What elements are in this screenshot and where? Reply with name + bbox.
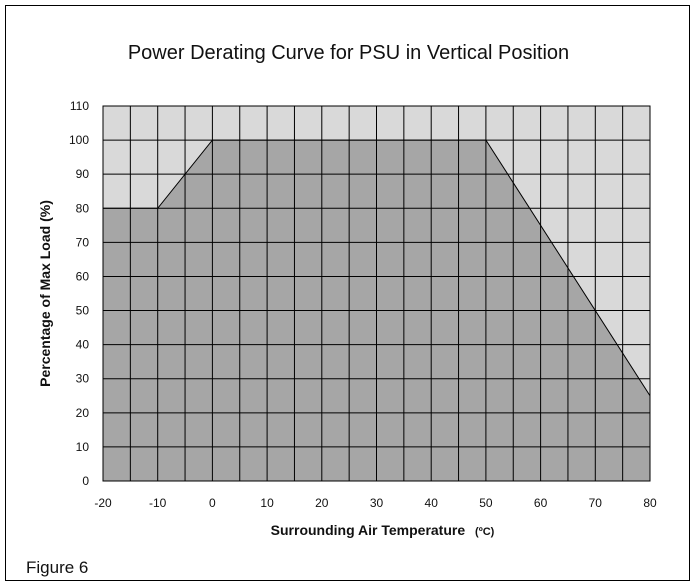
chart-title: Power Derating Curve for PSU in Vertical…	[127, 42, 570, 64]
y-tick-label: 90	[76, 167, 90, 181]
x-tick-labels: -20 -10 0 10 20 30 40 50 60 70 80	[94, 496, 657, 510]
x-tick-label: 50	[479, 496, 493, 510]
y-tick-label: 20	[76, 406, 90, 420]
x-axis-label: Surrounding Air Temperature (ºC)	[271, 522, 495, 538]
figure-caption: Figure 6	[26, 558, 89, 577]
x-tick-label: -20	[94, 496, 112, 510]
x-tick-label: 40	[425, 496, 439, 510]
x-axis-label-text: Surrounding Air Temperature	[271, 522, 466, 538]
x-tick-label: 20	[315, 496, 329, 510]
x-tick-label: 60	[534, 496, 548, 510]
plot-border	[102, 105, 651, 482]
x-axis-unit: (ºC)	[475, 526, 495, 538]
x-tick-label: 80	[643, 496, 657, 510]
x-tick-label: 0	[209, 496, 216, 510]
y-tick-label: 50	[76, 304, 90, 318]
x-tick-label: -10	[149, 496, 167, 510]
y-tick-label: 110	[70, 99, 89, 113]
y-tick-label: 0	[82, 474, 89, 488]
x-tick-label: 70	[589, 496, 603, 510]
x-tick-label: 30	[370, 496, 384, 510]
y-tick-label: 80	[76, 201, 90, 215]
y-axis-label: Percentage of Max Load (%)	[37, 200, 53, 387]
y-tick-label: 30	[76, 372, 90, 386]
y-tick-label: 10	[76, 440, 90, 454]
y-tick-label: 60	[76, 269, 90, 283]
x-tick-label: 10	[260, 496, 274, 510]
y-tick-label: 70	[76, 235, 90, 249]
y-tick-label: 100	[69, 133, 89, 147]
y-tick-label: 40	[76, 338, 90, 352]
grid-lines	[102, 105, 651, 482]
y-tick-labels: 0 10 20 30 40 50 60 70 80 90 100 110	[69, 99, 89, 488]
